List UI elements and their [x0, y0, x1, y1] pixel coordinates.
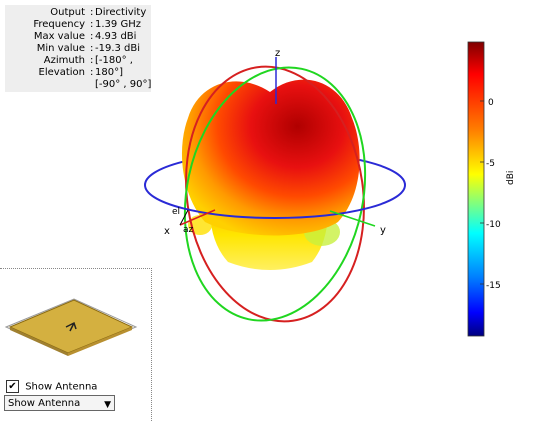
- info-label: Output: [50, 7, 85, 18]
- antenna-patch-edge: [10, 327, 68, 356]
- info-value: 4.93 dBi: [95, 31, 137, 42]
- info-separator: :: [90, 55, 94, 66]
- antenna-preview-panel: [0, 268, 152, 421]
- x-axis-line: [179, 209, 216, 226]
- colorbar: 0 -5 -10 -15 dBi: [467, 41, 516, 337]
- info-value: [-180° ,: [95, 55, 133, 66]
- elevation-circle-red: [185, 65, 365, 323]
- info-label: Elevation: [38, 67, 85, 78]
- antenna-patch-edge: [68, 327, 132, 356]
- antenna-patch: [8, 299, 134, 354]
- info-value: 1.39 GHz: [95, 19, 141, 30]
- z-axis-label: z: [275, 48, 280, 59]
- info-separator: :: [90, 19, 94, 30]
- azimuth-label: az: [183, 225, 194, 235]
- info-separator: :: [90, 31, 94, 42]
- info-label: Min value: [36, 43, 85, 54]
- colorbar-tick-label: -5: [486, 159, 495, 169]
- y-axis-label: y: [380, 225, 386, 236]
- info-panel: Output : Directivity Frequency : 1.39 GH…: [5, 5, 151, 92]
- info-label: Frequency: [33, 19, 85, 30]
- info-value: 180°]: [95, 67, 123, 78]
- az-indicator-line: [179, 209, 189, 226]
- show-antenna-checkbox-row[interactable]: ✔ Show Antenna: [6, 380, 97, 394]
- colorbar-tick-label: -10: [486, 220, 501, 230]
- x-axis-label: x: [164, 226, 170, 237]
- chevron-down-icon[interactable]: ▼: [104, 400, 111, 410]
- show-antenna-checkbox[interactable]: ✔: [6, 380, 19, 393]
- antenna-feed-icon: [65, 321, 77, 332]
- antenna-view-dropdown[interactable]: Show Antenna ▼: [4, 395, 115, 411]
- info-value: -19.3 dBi: [95, 43, 141, 54]
- info-value: Directivity: [95, 7, 147, 18]
- info-separator: :: [90, 7, 94, 18]
- info-value: [-90° , 90°]: [95, 79, 152, 90]
- info-label: Azimuth: [43, 55, 85, 66]
- pattern-main-lobe: [181, 79, 360, 236]
- colorbar-unit-label: dBi: [506, 171, 516, 185]
- azimuth-circle-front: [144, 184, 406, 219]
- info-separator: :: [90, 67, 94, 78]
- info-label: Max value: [33, 31, 85, 42]
- dropdown-selected-value: Show Antenna: [8, 398, 81, 409]
- y-axis-line: [329, 210, 376, 227]
- show-antenna-label: Show Antenna: [25, 381, 98, 393]
- colorbar-gradient: [467, 41, 485, 337]
- elevation-label: el: [172, 207, 180, 217]
- info-separator: :: [90, 43, 94, 54]
- colorbar-tick-label: -15: [486, 281, 501, 291]
- elevation-circle-green: [183, 66, 367, 322]
- colorbar-tick-label: 0: [488, 98, 494, 108]
